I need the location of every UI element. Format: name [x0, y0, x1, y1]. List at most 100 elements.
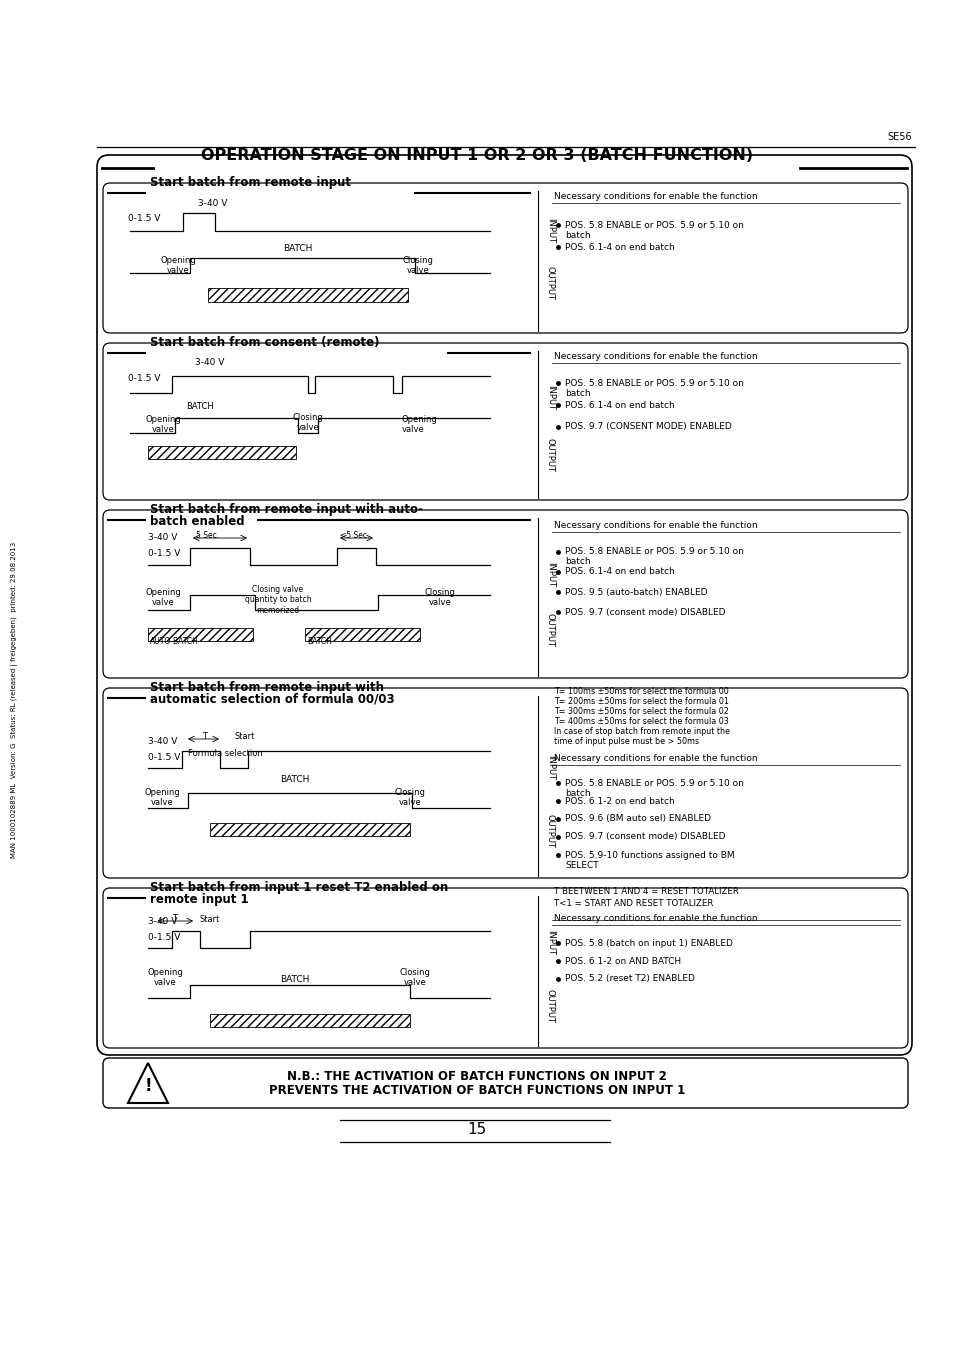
- Text: POS. 6.1-4 on end batch: POS. 6.1-4 on end batch: [564, 400, 674, 410]
- Text: Start batch from input 1 reset T2 enabled on: Start batch from input 1 reset T2 enable…: [150, 882, 448, 894]
- Text: Opening
valve: Opening valve: [145, 415, 181, 434]
- Text: Closing
valve: Closing valve: [424, 588, 455, 607]
- Text: 3-40 V: 3-40 V: [148, 917, 177, 926]
- Text: BATCH: BATCH: [307, 637, 332, 646]
- Text: POS. 5.9-10 functions assigned to BM: POS. 5.9-10 functions assigned to BM: [564, 850, 734, 860]
- Bar: [148, 627, 253, 641]
- Text: POS. 5.8 ENABLE or POS. 5.9 or 5.10 on: POS. 5.8 ENABLE or POS. 5.9 or 5.10 on: [564, 220, 743, 230]
- Text: batch: batch: [564, 388, 590, 397]
- Bar: [148, 446, 295, 458]
- Text: 0-1.5 V: 0-1.5 V: [128, 375, 160, 383]
- Bar: [208, 288, 408, 301]
- Text: Necessary conditions for enable the function: Necessary conditions for enable the func…: [554, 352, 757, 361]
- Text: 0-1.5 V: 0-1.5 V: [148, 933, 180, 942]
- Text: 3-40 V: 3-40 V: [194, 358, 224, 366]
- Text: Start batch from consent (remote): Start batch from consent (remote): [150, 337, 379, 349]
- Text: Closing valve
quantity to batch
memorized: Closing valve quantity to batch memorize…: [244, 585, 311, 615]
- Text: MAN 1000102889 ML  Version: G  Status: RL (released | freigegeben)  printed: 29.: MAN 1000102889 ML Version: G Status: RL …: [10, 542, 17, 859]
- Text: POS. 6.1-2 on AND BATCH: POS. 6.1-2 on AND BATCH: [564, 956, 680, 965]
- Text: POS. 6.1-4 on end batch: POS. 6.1-4 on end batch: [564, 242, 674, 251]
- Text: 0-1.5 V: 0-1.5 V: [128, 214, 160, 223]
- Text: BATCH: BATCH: [280, 775, 310, 784]
- Text: 5 Sec.: 5 Sec.: [195, 531, 219, 539]
- Text: INPUT: INPUT: [545, 219, 555, 243]
- Text: T: T: [202, 731, 208, 741]
- Text: T= 200ms ±50ms for select the formula 01: T= 200ms ±50ms for select the formula 01: [554, 698, 728, 706]
- Text: POS. 6.1-4 on end batch: POS. 6.1-4 on end batch: [564, 568, 674, 576]
- Text: 3-40 V: 3-40 V: [198, 199, 227, 208]
- FancyBboxPatch shape: [103, 510, 907, 677]
- Bar: [210, 823, 410, 836]
- Text: T= 100ms ±50ms for select the formula 00: T= 100ms ±50ms for select the formula 00: [554, 687, 728, 696]
- Text: 3-40 V: 3-40 V: [148, 737, 177, 746]
- Text: POS. 5.8 ENABLE or POS. 5.9 or 5.10 on: POS. 5.8 ENABLE or POS. 5.9 or 5.10 on: [564, 548, 743, 557]
- Text: POS. 5.8 ENABLE or POS. 5.9 or 5.10 on: POS. 5.8 ENABLE or POS. 5.9 or 5.10 on: [564, 779, 743, 787]
- Text: batch: batch: [564, 557, 590, 566]
- Bar: [210, 1014, 410, 1028]
- Text: Closing
valve: Closing valve: [293, 412, 323, 433]
- Text: Necessary conditions for enable the function: Necessary conditions for enable the func…: [554, 754, 757, 763]
- Text: batch enabled: batch enabled: [150, 515, 244, 529]
- Text: Start batch from remote input with: Start batch from remote input with: [150, 681, 384, 694]
- Text: automatic selection of formula 00/03: automatic selection of formula 00/03: [150, 694, 395, 706]
- Text: 0-1.5 V: 0-1.5 V: [148, 753, 180, 763]
- Text: SELECT: SELECT: [564, 860, 598, 869]
- Text: N.B.: THE ACTIVATION OF BATCH FUNCTIONS ON INPUT 2: N.B.: THE ACTIVATION OF BATCH FUNCTIONS …: [287, 1069, 666, 1083]
- Text: POS. 9.7 (consent mode) DISABLED: POS. 9.7 (consent mode) DISABLED: [564, 833, 724, 841]
- Bar: [305, 627, 419, 641]
- FancyBboxPatch shape: [97, 155, 911, 1055]
- Text: OPERATION STAGE ON INPUT 1 OR 2 OR 3 (BATCH FUNCTION): OPERATION STAGE ON INPUT 1 OR 2 OR 3 (BA…: [201, 147, 752, 164]
- Text: POS. 9.5 (auto-batch) ENABLED: POS. 9.5 (auto-batch) ENABLED: [564, 588, 707, 596]
- Text: OUTPUT: OUTPUT: [545, 612, 555, 648]
- Text: BATCH: BATCH: [186, 402, 213, 411]
- FancyBboxPatch shape: [103, 688, 907, 877]
- Text: Start: Start: [200, 915, 220, 923]
- Text: SE56: SE56: [886, 132, 911, 142]
- FancyBboxPatch shape: [103, 888, 907, 1048]
- Text: Necessary conditions for enable the function: Necessary conditions for enable the func…: [554, 914, 757, 923]
- Text: OUTPUT: OUTPUT: [545, 990, 555, 1023]
- Text: T BEETWEEN 1 AND 4 = RESET TOTALIZER: T BEETWEEN 1 AND 4 = RESET TOTALIZER: [554, 887, 739, 896]
- Text: Start: Start: [234, 731, 255, 741]
- Text: T= 400ms ±50ms for select the formula 03: T= 400ms ±50ms for select the formula 03: [554, 717, 728, 726]
- Text: POS. 5.8 (batch on input 1) ENABLED: POS. 5.8 (batch on input 1) ENABLED: [564, 938, 732, 948]
- Text: T: T: [172, 914, 177, 923]
- Text: remote input 1: remote input 1: [150, 894, 249, 906]
- Text: INPUT: INPUT: [545, 930, 555, 956]
- Text: Closing
valve: Closing valve: [399, 968, 430, 987]
- Text: time of input pulse must be > 50ms: time of input pulse must be > 50ms: [554, 737, 699, 746]
- Text: In case of stop batch from remote input the: In case of stop batch from remote input …: [554, 727, 729, 735]
- Text: AUTO-BATCH: AUTO-BATCH: [150, 637, 198, 646]
- Text: POS. 9.6 (BM auto sel) ENABLED: POS. 9.6 (BM auto sel) ENABLED: [564, 814, 710, 823]
- Polygon shape: [128, 1063, 168, 1103]
- Text: T<1 = START AND RESET TOTALIZER: T<1 = START AND RESET TOTALIZER: [554, 899, 713, 909]
- Text: 3-40 V: 3-40 V: [148, 533, 177, 542]
- Text: 0-1.5 V: 0-1.5 V: [148, 549, 180, 558]
- Text: INPUT: INPUT: [545, 562, 555, 588]
- FancyBboxPatch shape: [103, 1059, 907, 1109]
- Text: POS. 5.2 (reset T2) ENABLED: POS. 5.2 (reset T2) ENABLED: [564, 975, 694, 983]
- Text: <5 Sec.: <5 Sec.: [339, 531, 369, 539]
- Text: Closing
valve: Closing valve: [402, 256, 433, 276]
- Text: !: !: [144, 1078, 152, 1095]
- Text: Closing
valve: Closing valve: [395, 788, 425, 807]
- Text: PREVENTS THE ACTIVATION OF BATCH FUNCTIONS ON INPUT 1: PREVENTS THE ACTIVATION OF BATCH FUNCTIO…: [269, 1084, 684, 1098]
- FancyBboxPatch shape: [103, 343, 907, 500]
- Text: INPUT: INPUT: [545, 385, 555, 411]
- Text: Necessary conditions for enable the function: Necessary conditions for enable the func…: [554, 192, 757, 201]
- Text: POS. 9.7 (CONSENT MODE) ENABLED: POS. 9.7 (CONSENT MODE) ENABLED: [564, 422, 731, 431]
- Text: Formula selection: Formula selection: [188, 749, 262, 758]
- Text: INPUT: INPUT: [545, 756, 555, 780]
- Text: OUTPUT: OUTPUT: [545, 438, 555, 472]
- Text: 15: 15: [467, 1122, 486, 1137]
- Text: batch: batch: [564, 788, 590, 798]
- Text: T= 300ms ±50ms for select the formula 02: T= 300ms ±50ms for select the formula 02: [554, 707, 728, 717]
- Text: OUTPUT: OUTPUT: [545, 814, 555, 848]
- Text: Opening
valve: Opening valve: [145, 588, 181, 607]
- Text: POS. 9.7 (consent mode) DISABLED: POS. 9.7 (consent mode) DISABLED: [564, 607, 724, 617]
- Text: Start batch from remote input with auto-: Start batch from remote input with auto-: [150, 503, 422, 516]
- Text: Opening
valve: Opening valve: [147, 968, 183, 987]
- Text: BATCH: BATCH: [283, 243, 313, 253]
- Text: POS. 5.8 ENABLE or POS. 5.9 or 5.10 on: POS. 5.8 ENABLE or POS. 5.9 or 5.10 on: [564, 379, 743, 388]
- Text: Opening
valve: Opening valve: [160, 256, 195, 276]
